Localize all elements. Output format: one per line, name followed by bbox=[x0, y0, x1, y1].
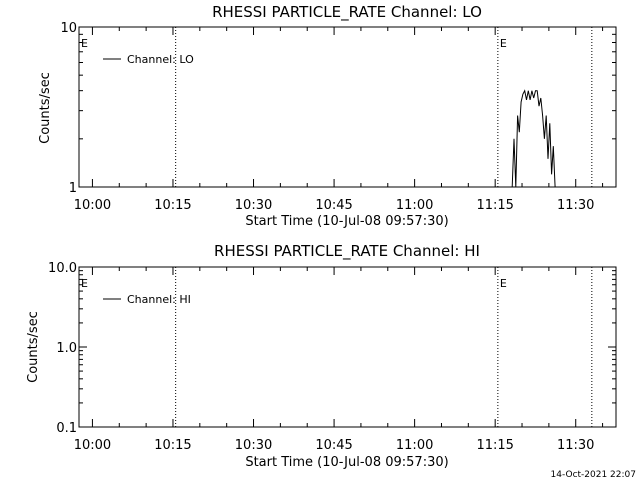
legend-hi: Channel: HI bbox=[103, 293, 191, 306]
xtick-label-hi: 11:15 bbox=[476, 438, 513, 453]
title-lo: RHESSI PARTICLE_RATE Channel: LO bbox=[212, 3, 482, 22]
event-marker-label-hi: E bbox=[81, 277, 88, 290]
xtick-label-hi: 10:00 bbox=[74, 438, 111, 453]
event-marker-label-lo: E bbox=[81, 37, 88, 50]
xtick-label-hi: 10:15 bbox=[154, 438, 191, 453]
ylabel-hi: Counts/sec bbox=[26, 311, 41, 383]
ytick-label-lo: 1 bbox=[69, 181, 77, 196]
event-marker-label-hi: E bbox=[500, 277, 507, 290]
xtick-label-lo: 11:30 bbox=[557, 198, 594, 213]
legend-lo: Channel: LO bbox=[103, 53, 194, 66]
xtick-label-lo: 11:00 bbox=[396, 198, 433, 213]
xlabel-hi: Start Time (10-Jul-08 09:57:30) bbox=[245, 455, 448, 470]
xtick-label-hi: 10:45 bbox=[315, 438, 352, 453]
xtick-label-hi: 10:30 bbox=[235, 438, 272, 453]
event-marker-label-lo: E bbox=[500, 37, 507, 50]
xtick-label-lo: 10:45 bbox=[315, 198, 352, 213]
xtick-label-lo: 11:15 bbox=[476, 198, 513, 213]
xtick-label-lo: 10:15 bbox=[154, 198, 191, 213]
xtick-label-hi: 11:30 bbox=[557, 438, 594, 453]
series-line-lo bbox=[511, 89, 556, 188]
footer-timestamp: 14-Oct-2021 22:07 bbox=[551, 470, 636, 480]
ylabel-lo: Counts/sec bbox=[38, 72, 53, 144]
plot-frame-hi bbox=[78, 266, 617, 428]
title-hi: RHESSI PARTICLE_RATE Channel: HI bbox=[214, 242, 480, 261]
xtick-label-hi: 11:00 bbox=[396, 438, 433, 453]
ytick-label-hi: 0.1 bbox=[56, 421, 77, 436]
ytick-label-hi: 10.0 bbox=[48, 261, 77, 276]
panel-lo: RHESSI PARTICLE_RATE Channel: LO Counts/… bbox=[38, 3, 617, 229]
panel-hi: RHESSI PARTICLE_RATE Channel: HI Counts/… bbox=[26, 242, 617, 470]
legend-label-hi: Channel: HI bbox=[127, 293, 191, 306]
plot-frame-lo bbox=[78, 26, 617, 188]
xtick-label-lo: 10:00 bbox=[74, 198, 111, 213]
xtick-label-lo: 10:30 bbox=[235, 198, 272, 213]
legend-label-lo: Channel: LO bbox=[127, 53, 194, 66]
xlabel-lo: Start Time (10-Jul-08 09:57:30) bbox=[245, 214, 448, 229]
ytick-label-lo: 10 bbox=[60, 21, 77, 36]
ytick-label-hi: 1.0 bbox=[56, 341, 77, 356]
